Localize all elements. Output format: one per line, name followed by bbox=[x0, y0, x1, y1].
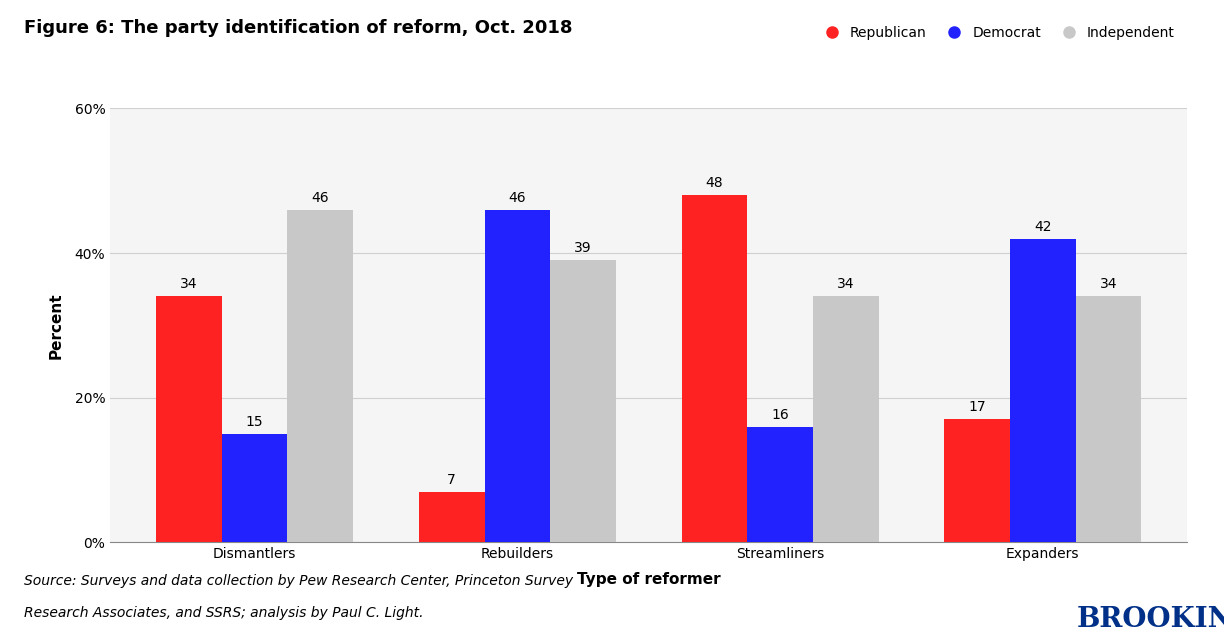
Text: 7: 7 bbox=[447, 473, 457, 487]
Text: 48: 48 bbox=[705, 176, 723, 190]
Bar bbox=[419, 492, 485, 542]
Text: 46: 46 bbox=[508, 191, 526, 205]
Bar bbox=[682, 195, 747, 542]
X-axis label: Type of reformer: Type of reformer bbox=[577, 572, 721, 587]
Bar bbox=[1010, 239, 1076, 542]
Text: 15: 15 bbox=[246, 415, 263, 429]
Text: 16: 16 bbox=[771, 408, 789, 422]
Bar bbox=[222, 434, 288, 542]
Legend: Republican, Democrat, Independent: Republican, Democrat, Independent bbox=[813, 20, 1180, 45]
Text: 34: 34 bbox=[180, 278, 198, 292]
Bar bbox=[157, 297, 222, 542]
Bar bbox=[1076, 297, 1141, 542]
Bar bbox=[485, 210, 551, 542]
Bar bbox=[813, 297, 879, 542]
Text: Research Associates, and SSRS; analysis by Paul C. Light.: Research Associates, and SSRS; analysis … bbox=[24, 606, 424, 620]
Text: 34: 34 bbox=[837, 278, 854, 292]
Y-axis label: Percent: Percent bbox=[49, 292, 64, 359]
Text: 34: 34 bbox=[1099, 278, 1118, 292]
Text: Source: Surveys and data collection by Pew Research Center, Princeton Survey: Source: Surveys and data collection by P… bbox=[24, 574, 574, 588]
Bar bbox=[288, 210, 354, 542]
Text: Figure 6: The party identification of reform, Oct. 2018: Figure 6: The party identification of re… bbox=[24, 19, 573, 37]
Text: 42: 42 bbox=[1034, 219, 1051, 234]
Bar bbox=[747, 427, 813, 542]
Text: 46: 46 bbox=[312, 191, 329, 205]
Text: 39: 39 bbox=[574, 241, 592, 255]
Bar bbox=[551, 260, 616, 542]
Text: 17: 17 bbox=[968, 400, 985, 414]
Bar bbox=[944, 419, 1010, 542]
Text: BROOKINGS: BROOKINGS bbox=[1077, 606, 1224, 633]
